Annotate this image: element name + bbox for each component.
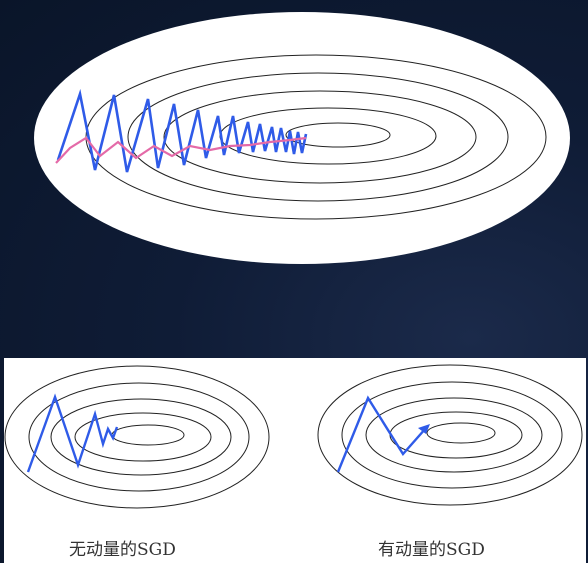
top-contour-2 [127,72,509,202]
right-momentum-arrowhead [418,424,430,434]
left-sgd-path [26,393,119,473]
top-contour-3 [163,90,477,184]
right-contour-1 [317,364,583,506]
caption-with-momentum: 有动量的SGD [378,540,485,560]
bottom-panel-background [4,358,586,563]
top-contour-panel [34,12,570,264]
left-contour-3 [50,398,232,476]
left-contour-2 [28,382,250,492]
top-momentum-smooth-path [55,136,307,164]
right-contour-5 [426,422,496,444]
top-sgd-zigzag-path [56,88,308,173]
left-contour-4 [74,412,212,462]
right-contour-2 [341,381,563,489]
top-contour-5 [285,122,391,148]
right-contour-diagram [317,364,583,506]
caption-without-momentum: 无动量的SGD [69,540,176,560]
right-contour-3 [365,397,543,473]
right-momentum-path [336,395,427,473]
left-contour-diagram [4,365,270,509]
bottom-comparison-panel: 无动量的SGD 有动量的SGD [4,358,586,563]
left-contour-1 [4,365,270,509]
